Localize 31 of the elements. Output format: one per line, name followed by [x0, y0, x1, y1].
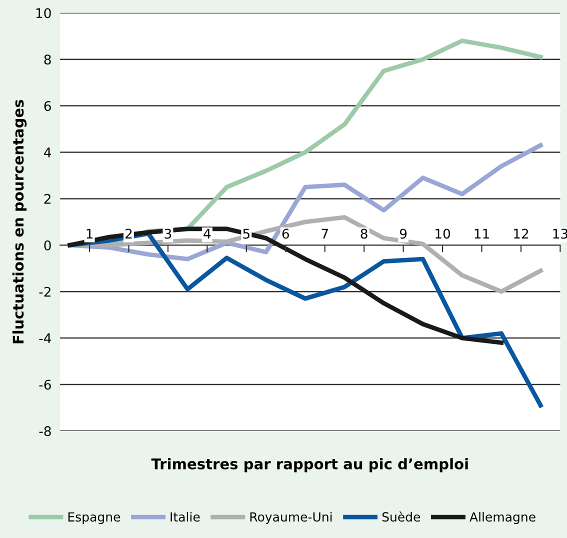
y-tick-label: -6: [39, 380, 51, 390]
legend-label: Allemagne: [470, 512, 536, 524]
x-tick-label: 1: [86, 228, 92, 239]
y-tick-label: 6: [44, 101, 51, 112]
y-tick-label: -2: [39, 286, 50, 297]
x-tick-label: 3: [164, 228, 172, 239]
y-tick-label: 2: [44, 194, 50, 204]
line-series: [68, 215, 543, 294]
x-tick-label: 6: [282, 228, 289, 239]
x-tick-label: 2: [126, 228, 132, 239]
y-tick-label: 8: [44, 54, 51, 65]
legend-label: Italie: [170, 512, 200, 522]
x-tick-label: 5: [243, 228, 250, 239]
y-tick-label: -4: [39, 333, 52, 344]
y-tick-label: -8: [39, 426, 51, 436]
line-series: [68, 226, 504, 345]
y-tick-label: 4: [44, 148, 52, 158]
x-tick-label: 12: [514, 228, 528, 239]
x-tick-label: 10: [436, 228, 450, 239]
legend-label: Royaume-Uni: [250, 512, 332, 524]
y-tick-label: 10: [36, 8, 51, 18]
x-tick-label: 4: [204, 228, 211, 239]
x-tick-label: 8: [360, 228, 368, 239]
x-tick-label: 11: [474, 228, 489, 239]
x-axis-title: Trimestres par rapport au pic d’emploi: [151, 458, 468, 472]
legend-label: Suède: [382, 511, 420, 522]
x-tick-label: 9: [400, 228, 407, 239]
x-tick-label: 7: [322, 228, 328, 239]
y-axis-title: Fluctuations en pourcentages: [12, 100, 27, 344]
y-tick-label: 0: [44, 240, 51, 250]
legend-label: Espagne: [68, 512, 120, 524]
